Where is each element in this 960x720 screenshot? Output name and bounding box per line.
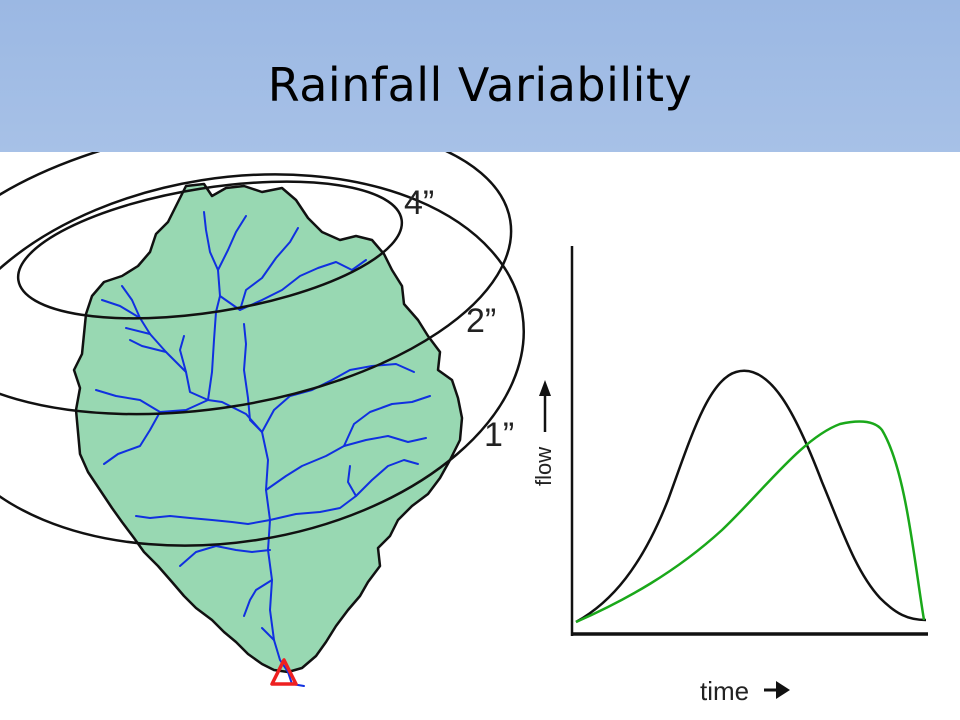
- hydrograph-curve-black: [575, 369, 927, 624]
- slide-title: Rainfall Variability: [267, 58, 693, 112]
- isohyet-label-1in: 1”: [484, 416, 514, 454]
- time-axis-label: time: [700, 676, 749, 706]
- hydrograph: flow time: [531, 246, 928, 706]
- flow-arrowhead-icon: [539, 380, 551, 396]
- hydrograph-curve-green: [575, 420, 926, 624]
- title-bar: [0, 0, 960, 152]
- isohyet-1in: [0, 173, 525, 547]
- isohyet-label-2in: 2”: [466, 302, 496, 340]
- isohyet-2in: [0, 152, 513, 416]
- isohyet-4in: [16, 180, 404, 320]
- flow-axis-label: flow: [531, 447, 556, 486]
- time-arrowhead-icon: [776, 681, 790, 699]
- isohyet-label-4in: 4”: [404, 184, 434, 222]
- watershed: [72, 182, 464, 674]
- outlet-triangle: [270, 658, 298, 686]
